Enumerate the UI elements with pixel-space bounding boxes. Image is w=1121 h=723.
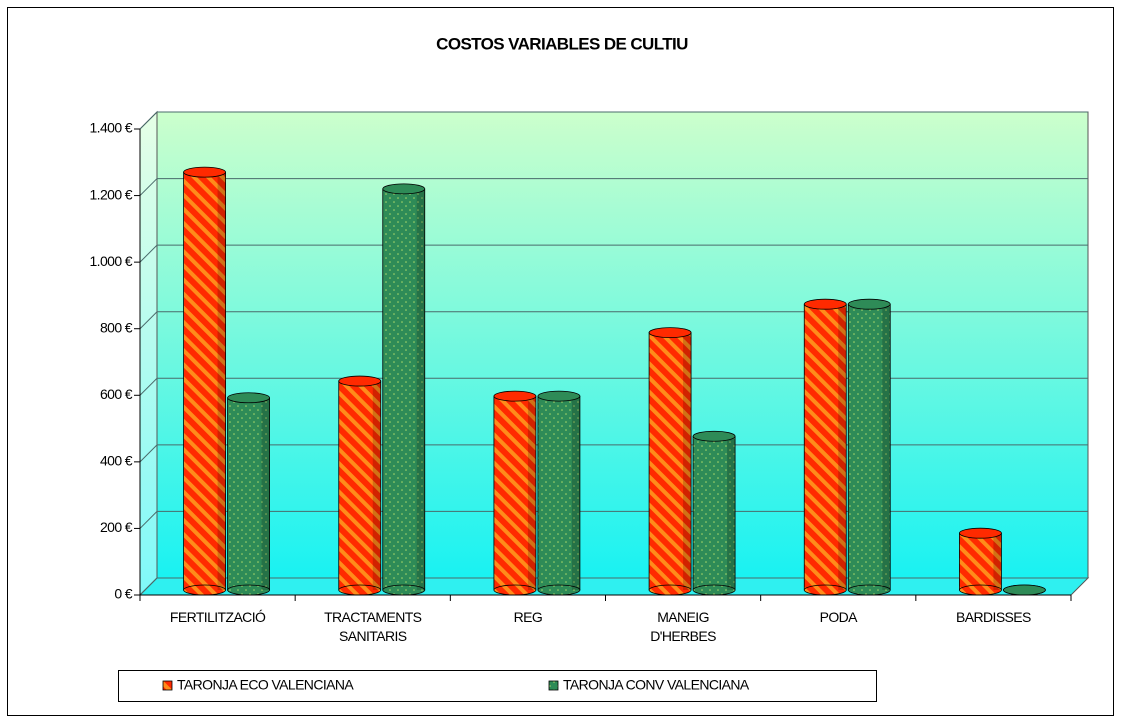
bar-top [382,183,426,195]
bar-shade [527,396,536,590]
legend-swatch [162,680,173,691]
y-tick-label: 800 € [100,319,133,335]
back-wall [156,111,1089,579]
bar-top [803,298,847,310]
bar-shade [571,396,580,590]
x-tick-label: PODA [819,609,858,625]
bar [382,188,426,591]
bar [183,171,226,591]
grid-line [139,111,1088,130]
grid-line [139,444,1088,463]
x-tick-label: BARDISSES [956,609,1031,625]
bar-top [1003,584,1046,596]
bar-shade [993,533,1002,590]
legend-swatch [548,680,559,691]
bar-top [692,430,736,442]
legend-label: TARONJA CONV VALENCIANA [563,677,750,693]
y-tick-label: 600 € [100,386,133,402]
y-tick-label: 0 € [114,586,132,602]
bar-top [183,166,226,178]
grid-line [139,577,1088,596]
y-tick-label: 400 € [100,453,133,469]
bar [803,303,847,591]
bar-top [847,298,891,310]
bar-top [227,392,270,404]
grid-line [139,311,1088,330]
x-tick-label: TRACTAMENTS SANITARIS [324,609,422,644]
bar [227,397,270,591]
floor [138,577,1090,596]
y-tick-label: 1.000 € [89,253,132,269]
bar-shade [217,172,226,590]
chart-title: COSTOS VARIABLES DE CULTIU [436,34,688,53]
grid-line [139,244,1088,263]
grid-line [139,178,1088,196]
x-tick-label: FERTILITZACIÓ [169,609,266,625]
bar-shade [372,381,381,590]
bar-top [648,327,692,339]
bar [537,395,581,591]
side-wall [139,110,158,597]
legend [118,670,877,702]
grid-line [139,510,1088,529]
y-tick-label: 200 € [100,519,133,535]
legend-label: TARONJA ECO VALENCIANA [177,677,354,693]
bar [338,380,382,591]
bar [959,532,1002,591]
bar [692,435,736,591]
y-tick-label: 1.400 € [89,120,132,136]
bar-top [959,527,1002,539]
bar-shade [727,436,736,590]
bar-top [338,375,382,387]
bar-shade [683,332,692,590]
bar-top [493,390,537,402]
x-tick-label: MANEIG D'HERBES [650,609,716,644]
bar-shade [416,188,425,590]
y-tick-label: 1.200 € [89,186,132,202]
bar-shade [882,304,891,590]
bar-shade [261,397,270,590]
bar-shade [838,304,847,590]
grid-line [139,377,1088,396]
bar-top [537,390,581,402]
x-tick-label: REG [513,609,543,625]
